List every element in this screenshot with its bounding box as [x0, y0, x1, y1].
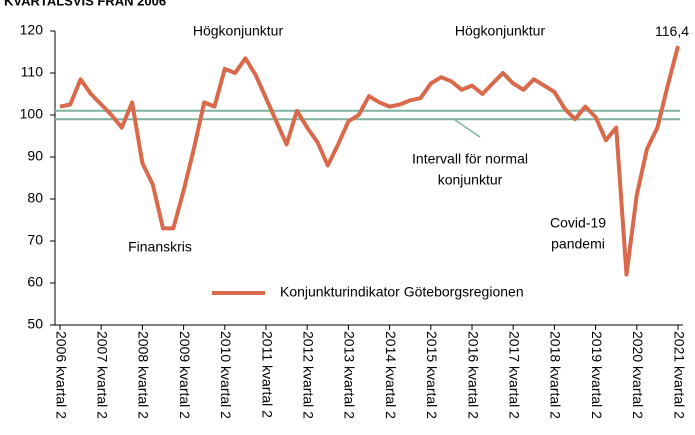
x-tick-label: 2019 kvartal 2	[589, 331, 605, 419]
annotation: Högkonjunktur	[455, 23, 546, 39]
chart-title: KVARTALSVIS FRÅN 2006	[4, 0, 166, 8]
x-tick-label: 2015 kvartal 2	[424, 331, 440, 419]
annotation-pointer	[454, 119, 481, 138]
y-tick-label: 70	[27, 232, 43, 248]
x-tick-label: 2006 kvartal 2	[53, 331, 69, 419]
y-tick-label: 90	[27, 148, 43, 164]
x-tick-label: 2010 kvartal 2	[218, 331, 234, 419]
x-tick-label: 2008 kvartal 2	[136, 331, 152, 419]
x-tick-label: 2009 kvartal 2	[177, 331, 193, 419]
annotation: Intervall för normal	[412, 151, 528, 167]
annotation: Finanskris	[128, 239, 192, 255]
y-tick-label: 80	[27, 190, 43, 206]
x-tick-label: 2013 kvartal 2	[342, 331, 358, 419]
x-tick-label: 2016 kvartal 2	[465, 331, 481, 419]
x-tick-label: 2017 kvartal 2	[506, 331, 522, 419]
x-tick-label: 2014 kvartal 2	[383, 331, 399, 419]
y-tick-label: 60	[27, 274, 43, 290]
annotation: Högkonjunktur	[193, 23, 284, 39]
data-line	[59, 45, 680, 277]
y-tick-label: 110	[21, 64, 44, 80]
x-tick-label: 2020 kvartal 2	[630, 331, 646, 419]
annotation: Covid-19	[550, 215, 606, 231]
x-tick-label: 2011 kvartal 2	[259, 331, 275, 418]
x-tick-label: 2021 kvartal 2	[671, 331, 687, 419]
y-tick-label: 50	[27, 316, 43, 332]
y-tick-label: 120	[20, 22, 44, 38]
x-tick-label: 2012 kvartal 2	[300, 331, 316, 419]
y-tick-label: 100	[20, 106, 44, 122]
x-tick-label: 2007 kvartal 2	[94, 331, 110, 419]
annotation: pandemi	[551, 236, 605, 252]
legend-label: Konjunkturindikator Göteborgsregionen	[280, 284, 524, 300]
data-label: 116,4	[655, 23, 689, 39]
x-tick-label: 2018 kvartal 2	[548, 331, 564, 419]
annotation: konjunktur	[438, 172, 503, 188]
